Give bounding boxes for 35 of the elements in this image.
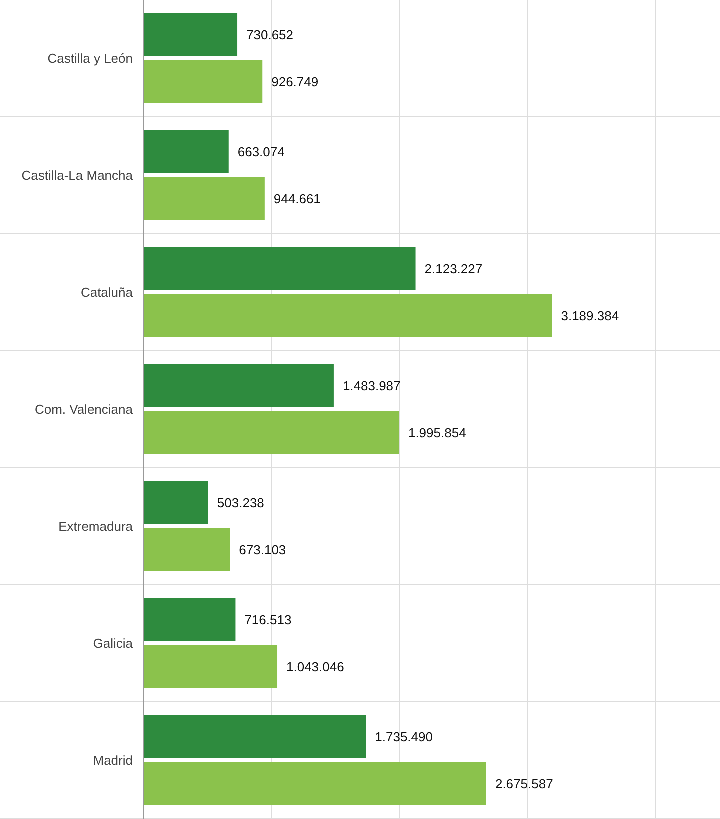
bar [144, 248, 416, 290]
data-label: 503.238 [217, 496, 264, 510]
data-label: 1.483.987 [342, 378, 401, 394]
data-label: 2.675.587 [495, 776, 554, 792]
y-tick-label: Madrid [93, 753, 133, 768]
y-tick-label: Castilla-La Mancha [22, 168, 134, 183]
data-label: 1.735.490 [375, 730, 433, 744]
y-tick-label: Cataluña [80, 285, 134, 300]
bar [144, 60, 263, 104]
bar [144, 178, 265, 220]
bar [144, 130, 229, 174]
y-tick-label: Com. Valenciana [34, 402, 134, 417]
bar [144, 294, 552, 338]
data-label: 926.749 [272, 74, 319, 90]
y-tick-label: Galicia [93, 636, 134, 651]
data-label: 730.652 [246, 28, 294, 42]
data-label: 1.995.854 [408, 426, 466, 440]
data-label: 944.661 [274, 192, 321, 206]
y-tick-label: Castilla y León [48, 51, 133, 66]
data-label: 3.189.384 [561, 308, 620, 324]
bar [144, 412, 400, 454]
bar [144, 482, 208, 524]
bar [144, 646, 278, 688]
bar [144, 762, 486, 806]
data-label: 673.103 [239, 542, 286, 558]
bar [144, 598, 236, 642]
bar [144, 364, 334, 408]
bar [144, 716, 366, 758]
data-label: 2.123.227 [424, 262, 483, 276]
data-label: 1.043.046 [286, 660, 344, 674]
bar [144, 528, 230, 572]
data-label: 663.074 [238, 144, 285, 160]
y-tick-label: Extremadura [58, 519, 134, 534]
bar [144, 14, 238, 56]
data-label: 716.513 [244, 612, 292, 628]
